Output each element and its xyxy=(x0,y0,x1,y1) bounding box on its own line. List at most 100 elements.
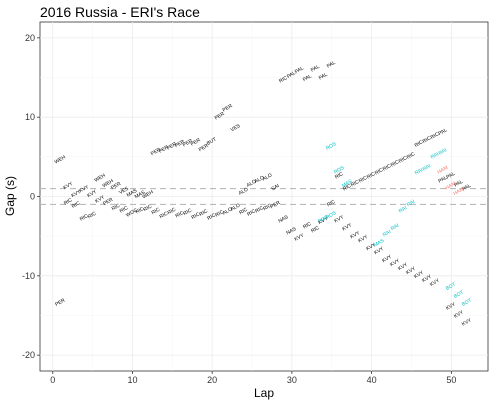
point-label: RAI xyxy=(406,199,416,208)
point-label: RIC xyxy=(71,200,82,210)
y-axis-ticks: -20 -10 0 10 20 xyxy=(22,33,40,360)
point-label: PER xyxy=(190,137,202,148)
reference-lines xyxy=(40,188,488,205)
point-label: VES xyxy=(118,185,130,196)
point-label: RIC xyxy=(119,205,130,215)
point-label: NAS xyxy=(285,226,297,237)
chart-title: 2016 Russia - ERI's Race xyxy=(40,4,200,20)
point-label: PAL xyxy=(437,175,448,185)
point-label: RIC xyxy=(278,75,289,85)
point-label: BOT xyxy=(453,290,465,300)
point-label: WEH xyxy=(94,172,107,183)
minor-gridlines xyxy=(40,22,488,371)
point-label: KVY xyxy=(413,270,425,281)
point-label: KVY xyxy=(381,254,393,265)
point-label: RIC xyxy=(135,206,146,216)
x-tick-label: 30 xyxy=(287,375,297,385)
point-label: ALO xyxy=(246,179,258,189)
point-label: PER xyxy=(174,139,186,150)
point-label: PER xyxy=(166,141,178,152)
point-label: RIC xyxy=(183,207,194,217)
point-label: RIC xyxy=(254,205,265,215)
point-label: RIC xyxy=(414,139,425,149)
point-label: RIC xyxy=(167,207,178,217)
point-label: RIC xyxy=(326,199,337,209)
point-label: PER xyxy=(182,138,194,149)
point-label: KVY xyxy=(294,232,306,243)
point-label: WEH xyxy=(141,189,154,200)
y-tick-label: 20 xyxy=(25,33,35,43)
point-label: RIC xyxy=(374,167,385,177)
point-label: ALO xyxy=(238,187,250,197)
point-label: KVY xyxy=(421,273,433,284)
x-tick-label: 20 xyxy=(207,375,217,385)
point-label: RIC xyxy=(382,163,393,173)
y-tick-label: -10 xyxy=(22,271,35,281)
point-label: PER xyxy=(222,103,234,114)
point-label: KVY xyxy=(453,309,465,320)
point-label: RIC xyxy=(111,203,122,213)
major-gridlines xyxy=(40,22,488,371)
point-label: WOC xyxy=(125,207,139,219)
point-label: PER xyxy=(270,200,282,211)
x-axis-title: Lap xyxy=(254,386,274,400)
point-label: KVY xyxy=(341,222,353,233)
point-label: ROS xyxy=(325,210,338,221)
point-label: RAI xyxy=(390,223,400,232)
point-label: WEH xyxy=(102,178,115,189)
point-label: RIC xyxy=(366,171,377,181)
x-tick-label: 40 xyxy=(367,375,377,385)
point-label: KVY xyxy=(461,317,473,328)
point-label: PER xyxy=(110,181,122,192)
x-tick-label: 50 xyxy=(446,375,456,385)
point-label: PER xyxy=(150,147,162,158)
point-label: PER xyxy=(54,297,66,308)
point-label: PER xyxy=(102,197,114,208)
point-label: KVY xyxy=(397,262,409,273)
point-label: KVY xyxy=(94,194,106,205)
point-label: VES xyxy=(230,123,242,134)
x-tick-label: 10 xyxy=(127,375,137,385)
point-label: HAM xyxy=(437,165,450,176)
point-label: PER xyxy=(214,111,226,122)
point-label: ROS xyxy=(325,141,338,152)
point-label: RAI xyxy=(430,151,440,160)
point-label: RIC xyxy=(198,208,209,218)
point-label: PER xyxy=(198,143,210,154)
point-label: PAL xyxy=(453,179,464,189)
point-label: RIC xyxy=(175,210,186,220)
point-label: PAL xyxy=(461,183,472,193)
point-label: BOT xyxy=(445,282,457,292)
point-label: ALO xyxy=(222,206,234,216)
point-label: RAI xyxy=(382,229,392,238)
point-label: KVY xyxy=(86,189,98,200)
point-label: KVY xyxy=(70,189,82,200)
point-label: PER xyxy=(158,144,170,155)
point-label: ALO xyxy=(254,175,266,185)
x-tick-label: 0 xyxy=(50,375,55,385)
point-label: RIC xyxy=(79,213,90,223)
point-label: PAL xyxy=(310,64,321,74)
point-label: RIC xyxy=(262,203,273,213)
point-label: RIC xyxy=(206,212,217,222)
point-label: KVY xyxy=(405,266,417,277)
point-label: ROS xyxy=(333,165,346,176)
point-label: RIC xyxy=(310,225,321,235)
point-label: RIC xyxy=(422,135,433,145)
point-label: PAL xyxy=(318,72,329,82)
point-label: RIC xyxy=(430,131,441,141)
point-label: RIC xyxy=(302,221,313,231)
point-label: RIC xyxy=(191,211,202,221)
point-label: HAM xyxy=(452,186,465,197)
point-label: ALO xyxy=(262,172,274,182)
y-tick-label: 0 xyxy=(30,192,35,202)
point-label: HAM xyxy=(445,181,458,192)
y-axis-title: Gap (s) xyxy=(3,176,17,216)
point-label: SAI xyxy=(270,183,280,192)
point-label: RIC xyxy=(358,175,369,185)
point-label: PAL xyxy=(302,73,313,83)
point-label: RIC xyxy=(398,155,409,165)
point-label: MAS xyxy=(134,189,147,200)
point-label: PAL xyxy=(437,127,448,137)
